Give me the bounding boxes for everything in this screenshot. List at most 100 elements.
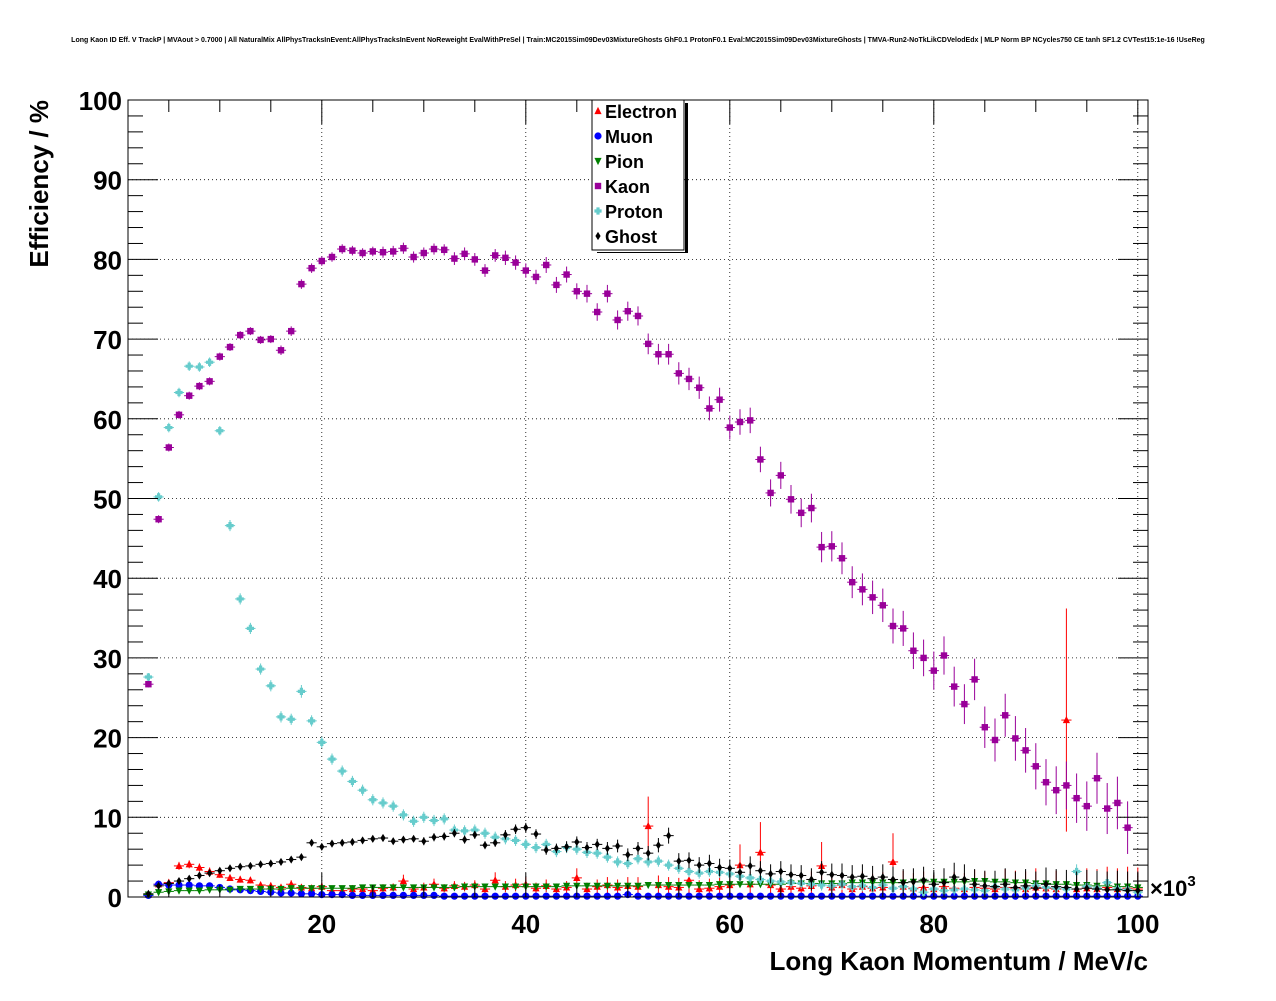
ghost-data-point [1061,869,1072,897]
proton-marker [328,755,336,763]
muon-marker [328,891,336,899]
ghost-marker [778,867,784,876]
kaon-marker [736,418,744,426]
ghost-marker [247,861,253,871]
kaon-marker [461,250,468,258]
kaon-data-point [275,345,287,356]
ghost-marker [798,871,804,880]
kaon-marker [492,252,499,259]
ghost-data-point [357,836,368,845]
ghost-data-point [1040,867,1052,897]
kaon-data-point [184,391,195,400]
pion-data-point [184,887,195,895]
ghost-marker [319,842,325,851]
ghost-marker [829,870,835,879]
legend-entry-pion: Pion [594,152,644,172]
proton-marker [614,858,622,866]
kaon-marker [216,353,223,360]
kaon-marker [369,248,376,255]
ghost-data-point [908,868,919,896]
kaon-data-point [469,253,480,266]
legend-marker-muon [594,132,602,140]
ghost-data-point [663,827,674,844]
pion-marker [532,883,540,891]
pion-data-point [632,882,644,890]
electron-marker [573,873,581,881]
ghost-data-point [214,866,225,875]
ghost-data-point [1020,869,1031,897]
ghost-marker [870,874,876,883]
proton-marker [665,861,673,869]
ghost-data-point [796,865,807,886]
proton-marker [236,595,244,603]
kaon-data-point [643,333,654,355]
muon-data-point [836,892,848,900]
pion-marker [206,886,214,894]
grid-layer [128,100,1148,897]
ghost-marker [615,841,621,851]
electron-data-point [245,876,256,884]
electron-marker [685,876,693,884]
ghost-marker [360,836,366,845]
kaon-marker [563,271,570,278]
ghost-marker [237,862,243,871]
ghost-data-point [224,864,236,873]
muon-data-point [439,892,450,900]
ghost-marker [625,850,631,859]
proton-data-point [224,520,236,532]
kaon-data-point [194,382,205,391]
kaon-marker [502,254,509,262]
y-tick-label: 30 [93,644,122,674]
ghost-marker [717,863,723,872]
ghost-marker [900,878,906,887]
muon-marker [685,892,693,900]
kaon-marker [318,257,325,265]
proton-marker [461,827,469,835]
ghost-data-point [622,848,633,862]
pion-data-point [439,884,450,892]
pion-data-point [490,883,501,891]
proton-marker [185,362,193,370]
kaon-marker [828,543,835,550]
pion-marker [685,881,693,890]
ghost-marker [1104,885,1110,894]
x-tick-label: 80 [919,909,948,939]
kaon-marker [869,594,876,601]
kaon-marker [655,351,662,358]
ghost-data-point [153,881,164,890]
legend-entry-kaon: Kaon [594,177,650,197]
muon-data-point [857,892,868,900]
muon-marker [185,881,193,889]
kaon-data-point [1122,801,1133,854]
ghost-data-point [1010,871,1021,897]
kaon-data-point [479,264,491,277]
pion-marker [634,882,642,890]
muon-data-point [581,892,593,900]
kaon-marker [1053,787,1060,794]
muon-marker [563,892,571,900]
muon-marker [695,892,703,900]
muon-marker [654,892,663,900]
pion-data-point [714,881,725,889]
y-tick-label: 100 [79,86,122,116]
proton-data-point [347,775,358,788]
ghost-marker [972,880,978,889]
kaon-data-point [398,242,409,254]
ghost-marker [329,839,335,848]
kaon-data-point [561,266,572,283]
kaon-marker [859,586,866,593]
kaon-data-point [1061,761,1072,810]
kaon-data-point [673,362,684,385]
muon-marker [838,892,846,900]
kaon-marker [328,253,336,261]
muon-marker [603,892,612,900]
pion-data-point [347,885,358,893]
kaon-marker [767,489,774,497]
kaon-marker [583,290,591,297]
legend: Electron Muon Pion Kaon Proton Ghost [591,99,688,253]
kaon-marker [951,683,958,690]
kaon-data-point [775,461,786,489]
muon-marker [348,891,356,900]
kaon-data-point [826,531,837,562]
